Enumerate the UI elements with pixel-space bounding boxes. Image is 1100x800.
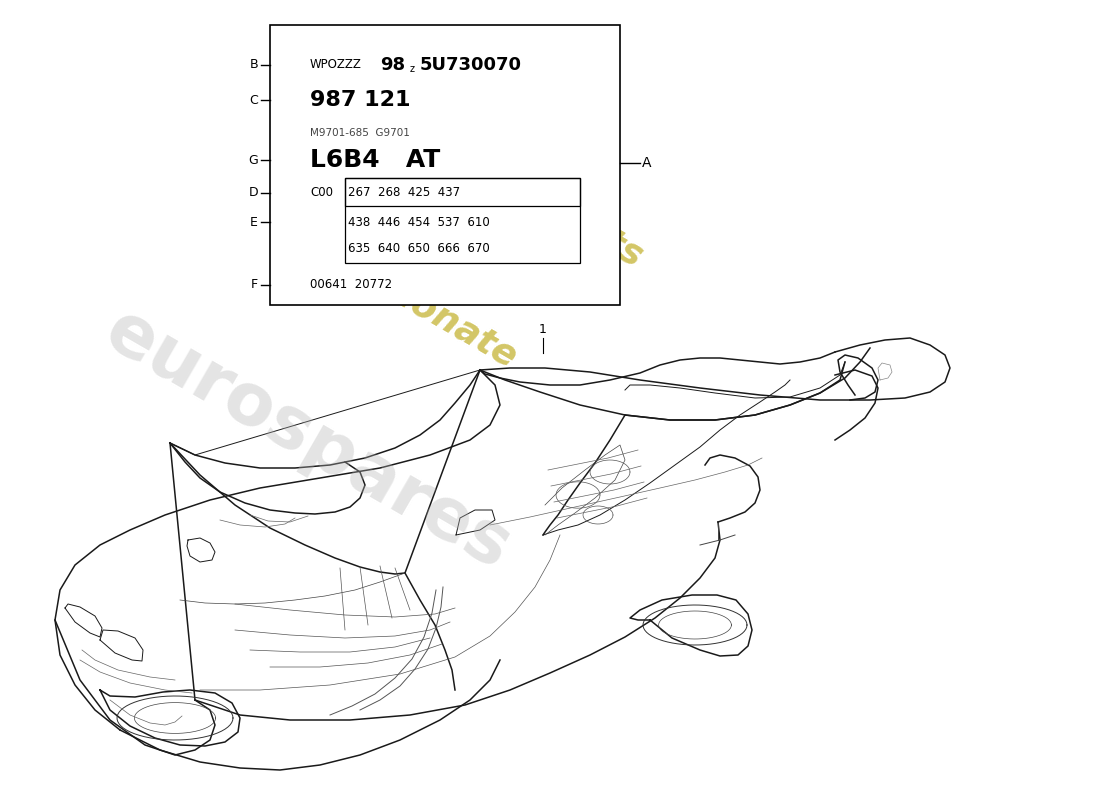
Text: WPOZZZ: WPOZZZ [310,58,362,71]
Text: F: F [251,278,258,291]
Text: B: B [250,58,258,71]
Text: E: E [250,215,258,229]
Text: z: z [410,64,415,74]
Text: passionate: passionate [314,234,522,374]
Text: 98: 98 [379,56,405,74]
Text: A: A [642,156,651,170]
Text: passionate: passionate [314,234,522,374]
Text: 438  446  454  537  610: 438 446 454 537 610 [348,215,490,229]
Bar [270,25,620,305]
Text: G: G [249,154,258,166]
Text: M9701-685  G9701: M9701-685 G9701 [310,128,410,138]
Text: 267  268  425  437: 267 268 425 437 [348,186,460,199]
Text: C00: C00 [310,186,333,199]
Bar [345,178,580,263]
Text: parts: parts [539,190,649,274]
Text: parts: parts [539,190,649,274]
Text: 987 121: 987 121 [310,90,410,110]
Text: 1: 1 [539,323,547,336]
Text: 5U730070: 5U730070 [420,56,522,74]
Text: D: D [249,186,258,199]
Bar [345,178,580,206]
Text: L6B4   AT: L6B4 AT [310,148,440,172]
Text: 635  640  650  666  670: 635 640 650 666 670 [348,242,490,254]
Text: eurospares: eurospares [92,296,524,584]
Text: 00641  20772: 00641 20772 [310,278,392,291]
Text: C: C [250,94,258,106]
Text: eurospares: eurospares [92,296,524,584]
